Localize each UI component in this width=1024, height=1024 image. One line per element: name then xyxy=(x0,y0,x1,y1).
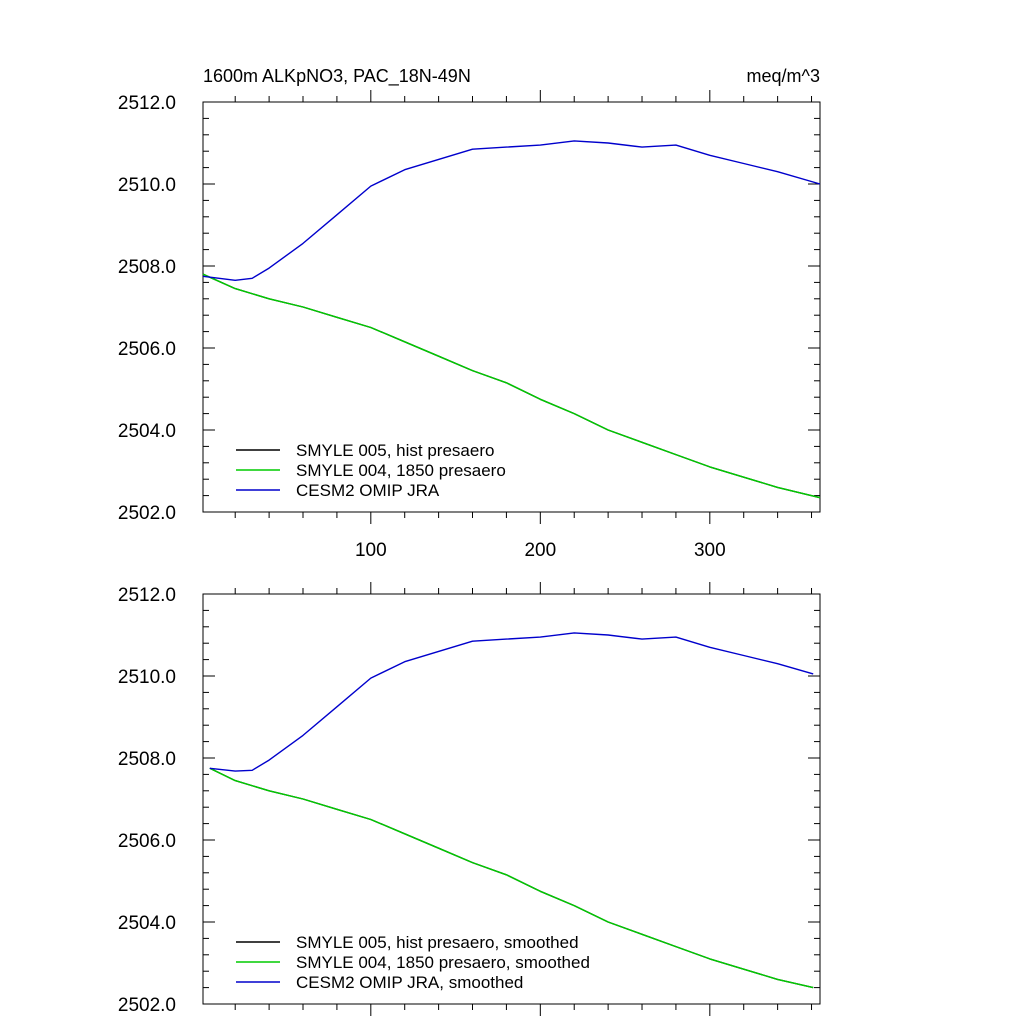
series-line-2 xyxy=(202,140,821,281)
y-tick-label: 2512.0 xyxy=(118,585,176,606)
y-tick-label: 2510.0 xyxy=(118,667,176,688)
series-line-1 xyxy=(202,273,821,499)
legend-label-0: SMYLE 005, hist presaero, smoothed xyxy=(296,933,579,952)
series-line-2 xyxy=(209,632,814,772)
bottom-panel: 2502.0 2504.0 2506.0 2508.0 2510.0 2512.0 SMYL… xyxy=(118,582,821,1016)
y-tick-label: 2502.0 xyxy=(118,995,176,1016)
y-tick-label: 2508.0 xyxy=(118,257,176,278)
y-tick-label: 2504.0 xyxy=(118,913,176,934)
plot-frame xyxy=(202,593,821,1005)
units-label: meq/m^3 xyxy=(747,66,820,86)
y-tick-label: 2510.0 xyxy=(118,175,176,196)
top-panel: 2502.0 2504.0 2506.0 2508.0 2510.0 2512.0 100 2… xyxy=(118,90,821,561)
y-tick-label: 2508.0 xyxy=(118,749,176,770)
y-tick-label: 2506.0 xyxy=(118,831,176,852)
legend-label-2: CESM2 OMIP JRA xyxy=(296,481,440,500)
y-tick-label: 2506.0 xyxy=(118,339,176,360)
y-tick-label: 2512.0 xyxy=(118,93,176,114)
legend-label-1: SMYLE 004, 1850 presaero, smoothed xyxy=(296,953,590,972)
series-line-1 xyxy=(209,767,814,989)
plot-frame xyxy=(202,101,821,513)
legend-label-2: CESM2 OMIP JRA, smoothed xyxy=(296,973,523,992)
x-tick-label: 200 xyxy=(524,540,556,561)
legend-label-0: SMYLE 005, hist presaero xyxy=(296,441,494,460)
chart-title: 1600m ALKpNO3, PAC_18N-49N xyxy=(203,66,471,87)
legend-label-1: SMYLE 004, 1850 presaero xyxy=(296,461,506,480)
x-tick-label: 100 xyxy=(355,540,387,561)
y-tick-label: 2504.0 xyxy=(118,421,176,442)
y-tick-label: 2502.0 xyxy=(118,503,176,524)
x-tick-label: 300 xyxy=(694,540,726,561)
